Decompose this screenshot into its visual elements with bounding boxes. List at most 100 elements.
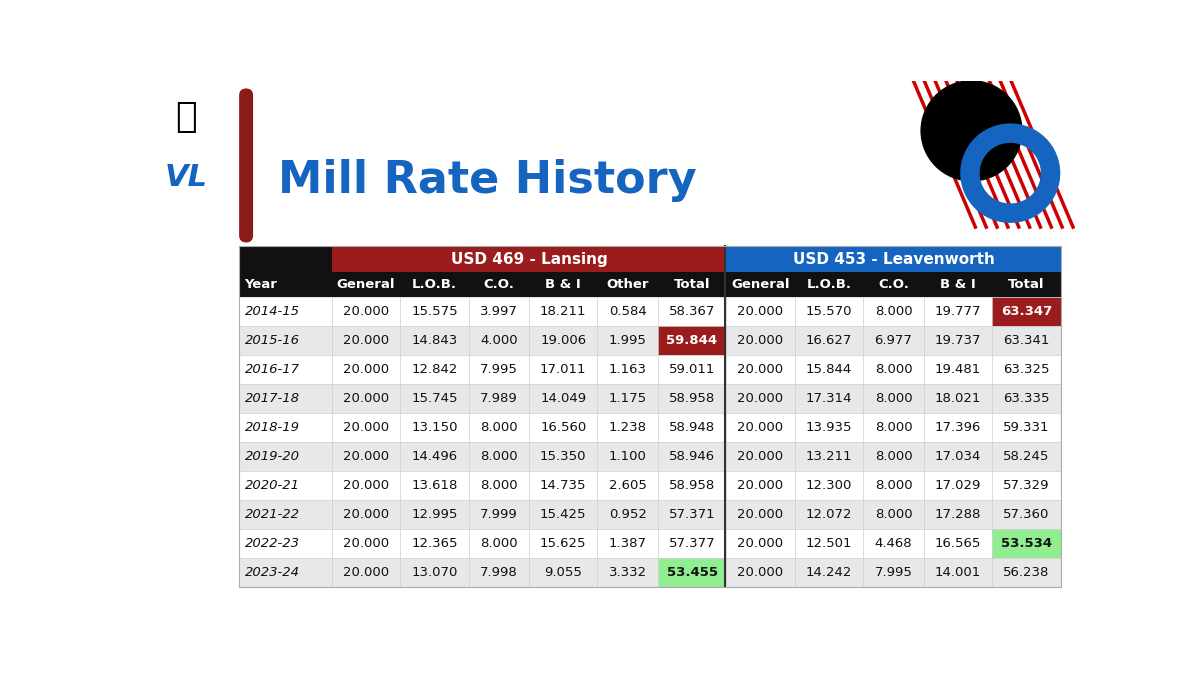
Bar: [598, 530, 658, 559]
Bar: [794, 413, 863, 442]
Text: 20.000: 20.000: [738, 363, 784, 376]
Bar: [331, 530, 400, 559]
Text: 17.034: 17.034: [935, 450, 982, 463]
Bar: [469, 355, 529, 384]
Text: 8.000: 8.000: [875, 450, 912, 463]
Bar: [529, 530, 598, 559]
Text: 12.501: 12.501: [805, 537, 852, 551]
Bar: [658, 413, 726, 442]
Text: 57.329: 57.329: [1003, 479, 1050, 493]
Bar: [992, 273, 1061, 297]
Bar: [529, 384, 598, 413]
Bar: [469, 471, 529, 500]
Bar: [726, 413, 794, 442]
Bar: [529, 442, 598, 471]
Text: 13.935: 13.935: [805, 421, 852, 434]
Text: 8.000: 8.000: [480, 450, 517, 463]
Bar: [924, 442, 992, 471]
Bar: [992, 413, 1061, 442]
Text: General: General: [337, 279, 395, 291]
Text: 15.745: 15.745: [412, 392, 457, 405]
Bar: [400, 500, 469, 530]
Bar: [400, 471, 469, 500]
Text: 15.625: 15.625: [540, 537, 587, 551]
Text: B & I: B & I: [940, 279, 976, 291]
Bar: [331, 500, 400, 530]
Text: 1.238: 1.238: [608, 421, 647, 434]
Text: 1.100: 1.100: [608, 450, 647, 463]
Text: 20.000: 20.000: [343, 450, 389, 463]
Bar: [331, 355, 400, 384]
Text: 14.242: 14.242: [806, 567, 852, 579]
Bar: [924, 500, 992, 530]
Text: 3.332: 3.332: [608, 567, 647, 579]
Bar: [924, 297, 992, 326]
Text: 18.211: 18.211: [540, 305, 587, 318]
Text: 8.000: 8.000: [875, 363, 912, 376]
Bar: [726, 384, 794, 413]
Text: 14.001: 14.001: [935, 567, 980, 579]
Bar: [924, 355, 992, 384]
Bar: [992, 384, 1061, 413]
Bar: [239, 471, 331, 500]
Text: General: General: [731, 279, 790, 291]
Bar: [400, 530, 469, 559]
Circle shape: [922, 81, 1022, 181]
Text: 12.365: 12.365: [412, 537, 457, 551]
Text: 19.777: 19.777: [935, 305, 982, 318]
Bar: [658, 326, 726, 355]
Text: 17.314: 17.314: [805, 392, 852, 405]
Text: 6.977: 6.977: [875, 334, 912, 347]
Bar: [924, 530, 992, 559]
Bar: [924, 273, 992, 297]
Text: USD 453 - Leavenworth: USD 453 - Leavenworth: [792, 252, 995, 267]
Text: 14.843: 14.843: [412, 334, 457, 347]
Text: 20.000: 20.000: [738, 479, 784, 493]
Text: 0.584: 0.584: [608, 305, 647, 318]
Bar: [863, 384, 924, 413]
Text: 12.300: 12.300: [806, 479, 852, 493]
Bar: [794, 500, 863, 530]
Text: 20.000: 20.000: [343, 363, 389, 376]
Bar: [658, 384, 726, 413]
Text: 1.995: 1.995: [608, 334, 647, 347]
Text: 59.331: 59.331: [1003, 421, 1050, 434]
Text: 58.958: 58.958: [668, 479, 715, 493]
Bar: [400, 559, 469, 588]
Bar: [400, 297, 469, 326]
Text: L.O.B.: L.O.B.: [412, 279, 457, 291]
Bar: [992, 326, 1061, 355]
Bar: [863, 530, 924, 559]
Text: Year: Year: [245, 279, 277, 291]
Bar: [924, 384, 992, 413]
Bar: [598, 326, 658, 355]
Text: 59.011: 59.011: [668, 363, 715, 376]
Text: 17.396: 17.396: [935, 421, 982, 434]
Text: 13.211: 13.211: [805, 450, 852, 463]
Text: 56.238: 56.238: [1003, 567, 1050, 579]
Bar: [598, 413, 658, 442]
Bar: [863, 500, 924, 530]
Text: 20.000: 20.000: [343, 508, 389, 522]
Text: 13.150: 13.150: [412, 421, 457, 434]
Bar: [863, 442, 924, 471]
Bar: [992, 559, 1061, 588]
Text: 53.455: 53.455: [666, 567, 718, 579]
Bar: [924, 559, 992, 588]
Text: 3.997: 3.997: [480, 305, 517, 318]
Bar: [658, 297, 726, 326]
Bar: [529, 413, 598, 442]
Text: 8.000: 8.000: [480, 537, 517, 551]
Bar: [598, 500, 658, 530]
Bar: [469, 297, 529, 326]
Circle shape: [157, 87, 216, 146]
Text: 8.000: 8.000: [875, 392, 912, 405]
Bar: [239, 442, 331, 471]
Bar: [239, 273, 331, 297]
Bar: [469, 530, 529, 559]
Text: 20.000: 20.000: [738, 334, 784, 347]
Bar: [331, 273, 400, 297]
Bar: [658, 442, 726, 471]
Bar: [239, 246, 331, 273]
Bar: [726, 246, 1061, 273]
